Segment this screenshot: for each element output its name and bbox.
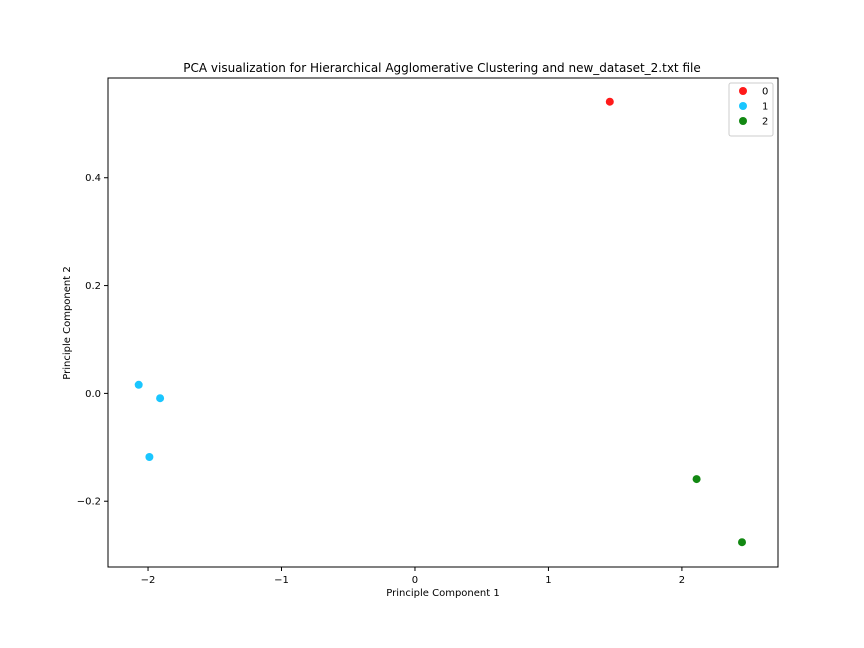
legend: 0 1 2 <box>728 82 774 137</box>
y-tick-label: 0.4 <box>85 173 101 184</box>
legend-marker-2 <box>739 117 747 125</box>
legend-label-0: 0 <box>762 87 768 98</box>
legend-marker-0 <box>739 87 747 95</box>
data-points <box>134 97 746 547</box>
point-series-2-0 <box>692 475 701 484</box>
x-tick-label: 1 <box>545 575 551 586</box>
chart-title: PCA visualization for Hierarchical Agglo… <box>183 61 700 75</box>
point-series-2-1 <box>738 538 746 547</box>
legend-label-1: 1 <box>762 102 768 113</box>
x-axis-label: Principle Component 1 <box>386 588 499 599</box>
legend-marker-1 <box>739 102 747 110</box>
x-axis: −2 −1 0 1 2 <box>141 567 685 586</box>
x-tick-label: −2 <box>141 575 156 586</box>
y-axis-label: Principle Component 2 <box>62 266 73 379</box>
point-series-0-0 <box>605 97 614 106</box>
point-series-1-2 <box>145 453 154 461</box>
y-tick-label: 0.2 <box>85 281 101 292</box>
y-tick-label: 0.0 <box>85 389 101 400</box>
x-tick-label: 0 <box>412 575 418 586</box>
x-tick-label: −1 <box>274 575 289 586</box>
plot-frame <box>107 77 779 568</box>
y-axis: −0.2 0.0 0.2 0.4 <box>77 173 108 508</box>
x-tick-label: 2 <box>679 575 685 586</box>
y-tick-label: −0.2 <box>77 497 101 508</box>
point-series-1-1 <box>156 394 165 403</box>
legend-label-2: 2 <box>762 117 768 128</box>
point-series-1-0 <box>134 380 143 389</box>
